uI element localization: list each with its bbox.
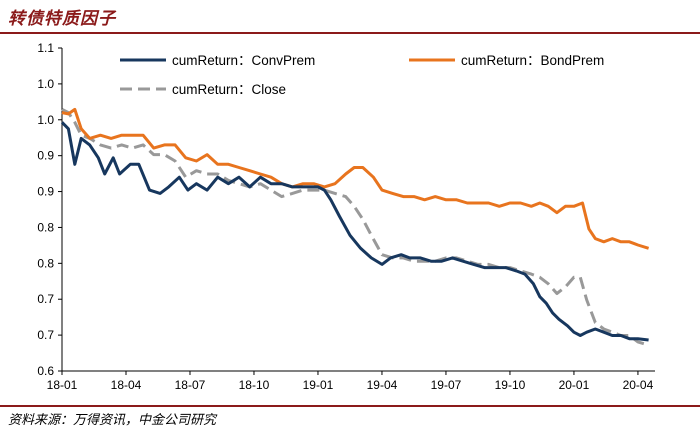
chart-header-title: 转债特质因子 <box>8 9 116 29</box>
series-line-convprem <box>60 121 649 342</box>
x-tick-label: 19-07 <box>431 378 462 392</box>
x-tick-label: 19-01 <box>303 378 334 392</box>
y-tick-label: 0.8 <box>37 256 54 270</box>
chart-axes: 1.1 1.0 1.0 0.9 0.9 0.8 0.8 0.7 0.7 0.618-01 18-04… <box>37 41 655 392</box>
y-tick-label: 0.7 <box>37 292 54 306</box>
x-tick-label: 18-10 <box>239 378 270 392</box>
legend-label: cumReturn：ConvPrem <box>172 53 315 68</box>
y-tick-label: 0.6 <box>37 364 54 378</box>
x-tick-label: 20-01 <box>559 378 590 392</box>
x-tick-label: 18-07 <box>175 378 206 392</box>
y-tick-label: 1.0 <box>37 113 54 127</box>
header-rule <box>0 32 700 34</box>
series-line-bondprem <box>61 107 650 250</box>
y-tick-label: 0.7 <box>37 328 54 342</box>
source-note: 资料来源：万得资讯，中金公司研究 <box>8 413 217 428</box>
x-tick-label: 18-04 <box>111 378 142 392</box>
legend-label: cumReturn：BondPrem <box>461 53 604 68</box>
series-line-close <box>61 108 650 347</box>
chart-legend: cumReturn：ConvPrem cumReturn：BondPrem cumR… <box>120 53 604 97</box>
x-tick-label: 18-01 <box>47 378 78 392</box>
footer-rule <box>0 405 700 407</box>
x-tick-label: 20-04 <box>623 378 654 392</box>
y-tick-label: 1.0 <box>37 77 54 91</box>
series-layer <box>60 107 650 347</box>
line-chart: 1.1 1.0 1.0 0.9 0.9 0.8 0.8 0.7 0.7 0.618-01 18-04… <box>37 41 655 392</box>
y-tick-label: 0.8 <box>37 220 54 234</box>
legend-label: cumReturn：Close <box>172 82 286 97</box>
y-tick-label: 1.1 <box>37 41 54 55</box>
x-tick-label: 19-10 <box>495 378 526 392</box>
y-tick-label: 0.9 <box>37 149 54 163</box>
y-tick-label: 0.9 <box>37 185 54 199</box>
x-tick-label: 19-04 <box>367 378 398 392</box>
